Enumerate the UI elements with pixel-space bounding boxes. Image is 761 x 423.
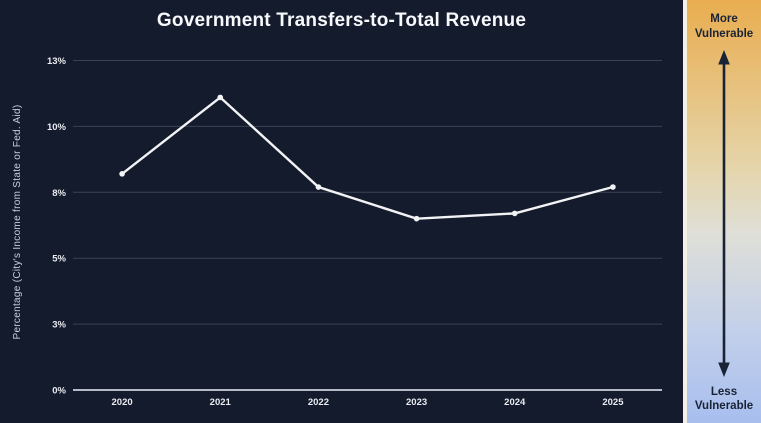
y-tick-label: 5% xyxy=(52,254,66,265)
data-point xyxy=(511,210,518,217)
chart-title: Government Transfers-to-Total Revenue xyxy=(156,10,527,31)
plot-area: 0% 3% 5% 8% 10% 13% 2020 2021 2022 2023 2024 2025 xyxy=(47,56,662,408)
y-tick-label: 0% xyxy=(52,386,66,397)
up-down-arrow-icon xyxy=(718,49,730,377)
x-tick-label: 2022 xyxy=(308,397,329,408)
y-tick-label: 8% xyxy=(52,188,66,199)
line-chart: Government Transfers-to-Total Revenue Pe… xyxy=(12,10,662,408)
less-vulnerable-label: Less Vulnerable xyxy=(694,385,754,413)
x-tick-label: 2021 xyxy=(210,397,232,408)
x-tick-label: 2023 xyxy=(406,397,427,408)
data-point xyxy=(413,215,420,222)
x-tick-label: 2020 xyxy=(112,397,133,408)
y-tick-label: 13% xyxy=(47,56,67,67)
more-vulnerable-label: More Vulnerable xyxy=(694,13,754,40)
data-point xyxy=(217,94,224,101)
data-point xyxy=(119,171,125,177)
y-tick-label: 10% xyxy=(47,122,67,133)
data-line xyxy=(120,95,615,220)
data-point xyxy=(610,184,616,190)
x-tick-label: 2025 xyxy=(602,397,624,408)
x-tick-label: 2024 xyxy=(504,397,526,408)
data-point xyxy=(315,184,322,190)
y-tick-label: 3% xyxy=(52,320,66,331)
vulnerability-scale-sidebar: More Vulnerable Less Vulnerable xyxy=(683,0,761,423)
